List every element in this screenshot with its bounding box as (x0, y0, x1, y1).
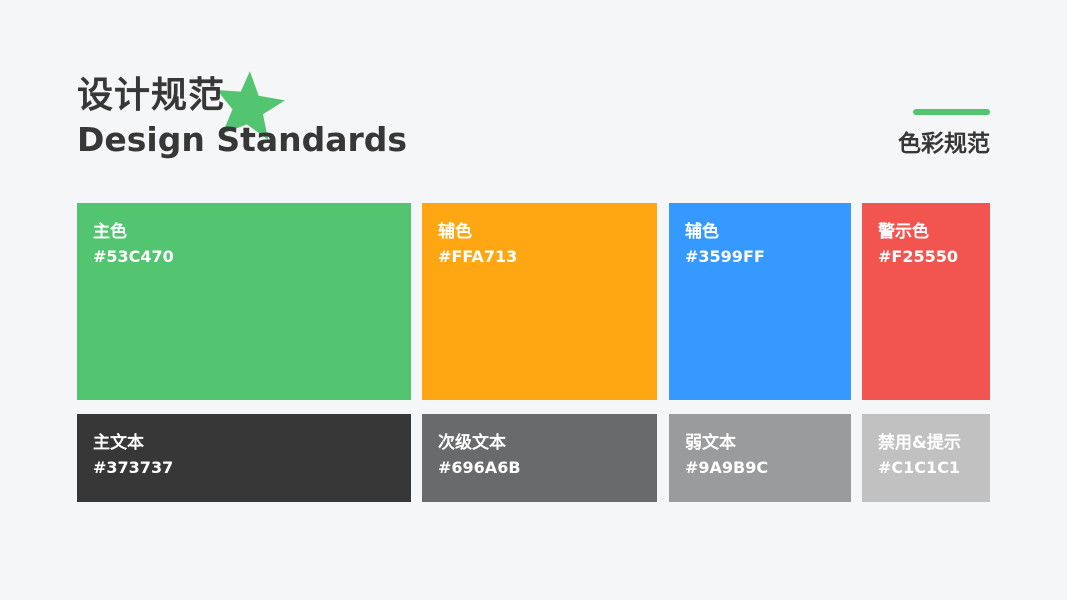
swatch-hex: #373737 (93, 458, 174, 477)
swatch-hex: #9A9B9C (685, 458, 769, 477)
swatch-secondary-text: 次级文本 #696A6B (422, 414, 657, 502)
swatch-name: 次级文本 (438, 433, 506, 453)
swatch-disabled: 禁用&提示 #C1C1C1 (862, 414, 990, 502)
swatch-name: 辅色 (685, 222, 719, 242)
swatch-hex: #FFA713 (438, 247, 518, 266)
swatch-hex: #53C470 (93, 247, 174, 266)
page-subtitle: Design Standards (77, 120, 408, 159)
page-title: 设计规范 (77, 75, 226, 116)
swatch-hex: #C1C1C1 (878, 458, 961, 477)
swatch-primary: 主色 #53C470 (77, 203, 411, 400)
accent-bar (913, 109, 990, 115)
swatch-hex: #3599FF (685, 247, 765, 266)
swatch-name: 弱文本 (685, 433, 736, 453)
swatch-name: 警示色 (878, 222, 929, 242)
swatch-secondary-orange: 辅色 #FFA713 (422, 203, 657, 400)
swatch-hex: #696A6B (438, 458, 521, 477)
swatch-name: 主文本 (93, 433, 144, 453)
swatch-name: 禁用&提示 (878, 433, 961, 453)
swatch-name: 辅色 (438, 222, 472, 242)
star-icon (216, 71, 286, 140)
swatch-main-text: 主文本 #373737 (77, 414, 411, 502)
swatch-weak-text: 弱文本 #9A9B9C (669, 414, 851, 502)
swatch-name: 主色 (93, 222, 127, 242)
swatch-hex: #F25550 (878, 247, 958, 266)
swatch-secondary-blue: 辅色 #3599FF (669, 203, 851, 400)
section-label: 色彩规范 (898, 131, 990, 157)
swatch-warning: 警示色 #F25550 (862, 203, 990, 400)
